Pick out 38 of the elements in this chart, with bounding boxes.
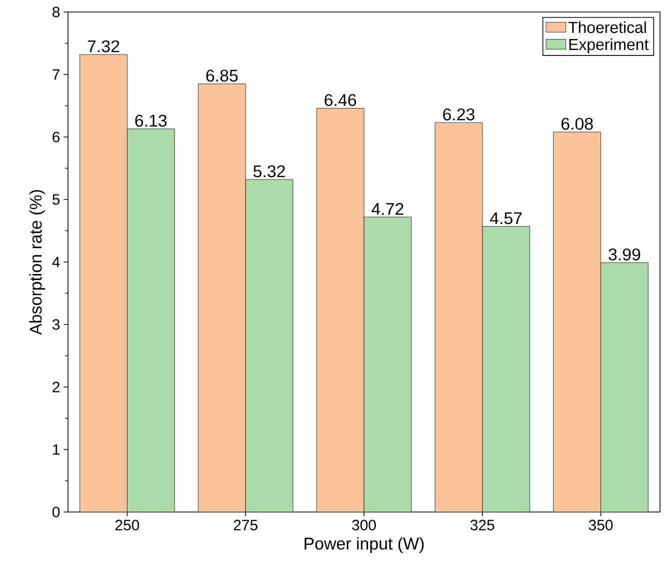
bar (435, 122, 482, 512)
y-tick-label: 3 (52, 319, 60, 330)
x-tick-label: 325 (470, 520, 494, 530)
data-label: 6.85 (206, 70, 238, 82)
y-tick-label: 4 (52, 256, 60, 268)
y-tick-label: 0 (52, 506, 60, 518)
bar (600, 262, 648, 512)
data-label: 6.13 (135, 114, 167, 127)
bar (198, 84, 246, 512)
data-label: 5.32 (253, 165, 285, 178)
data-label: 4.72 (372, 202, 404, 215)
data-label: 6.46 (324, 94, 356, 106)
x-tick-label: 300 (352, 520, 376, 530)
y-tick-label: 7 (52, 69, 60, 80)
data-label: 7.32 (88, 40, 120, 52)
y-tick-label: 5 (52, 194, 60, 205)
data-label: 4.57 (490, 212, 522, 224)
y-tick-label: 2 (52, 382, 60, 392)
x-axis-title: Power input (W) (304, 537, 424, 553)
data-label: 6.08 (562, 118, 593, 130)
bar (482, 226, 530, 512)
y-tick-label: 1 (53, 444, 60, 455)
y-tick-label: 8 (52, 6, 60, 18)
x-tick-label: 350 (588, 520, 613, 530)
x-tick-label: 250 (115, 520, 140, 530)
data-label: 3.99 (608, 248, 640, 260)
y-tick-label: 6 (52, 132, 60, 142)
bar (553, 132, 601, 512)
bar (127, 128, 175, 512)
bar (364, 217, 412, 512)
x-tick-label: 275 (234, 520, 258, 530)
bar (80, 54, 128, 512)
legend-label: Thoeretical (568, 21, 646, 34)
legend-label: Experiment (569, 38, 649, 54)
bar (246, 180, 293, 512)
y-axis-title: Absorption rate (%) (29, 190, 46, 335)
data-label: 6.23 (443, 108, 474, 120)
bar (316, 108, 364, 512)
